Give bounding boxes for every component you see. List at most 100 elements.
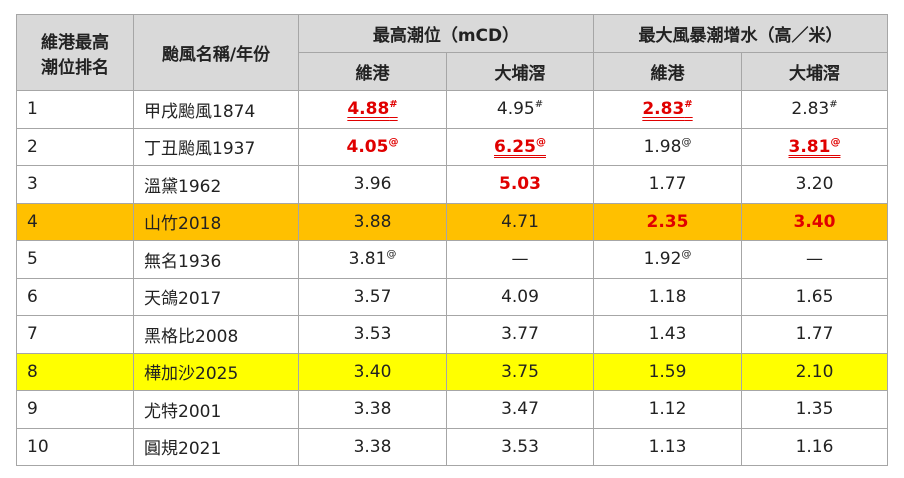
value: 3.75 bbox=[501, 361, 539, 382]
footnote-mark: # bbox=[534, 99, 544, 111]
footnote-mark: @ bbox=[681, 136, 692, 148]
name-cell: 無名1936 bbox=[133, 240, 299, 279]
group-header: 最高潮位（mCD） bbox=[298, 14, 594, 53]
value: 3.81@ bbox=[788, 136, 841, 157]
rank-cell: 6 bbox=[16, 277, 134, 316]
rank-cell: 4 bbox=[16, 202, 134, 241]
name-cell: 丁丑颱風1937 bbox=[133, 127, 299, 166]
value-cell: 1.59 bbox=[593, 352, 742, 391]
sub-header: 大埔滘 bbox=[741, 52, 888, 91]
value: 5.03 bbox=[499, 174, 541, 195]
value-cell: 2.83# bbox=[741, 90, 888, 129]
value: 3.53 bbox=[353, 324, 392, 345]
value: 3.88 bbox=[353, 211, 392, 232]
value: 1.92@ bbox=[643, 249, 692, 270]
table-row: 3 溫黛1962 3.96 5.03 1.77 3.20 bbox=[16, 165, 888, 204]
name-cell: 溫黛1962 bbox=[133, 165, 299, 204]
value-cell: 3.40 bbox=[298, 352, 447, 391]
value-cell: — bbox=[741, 240, 888, 279]
value: 3.77 bbox=[501, 324, 539, 345]
table-row: 1 甲戌颱風1874 4.88# 4.95# 2.83# 2.83# bbox=[16, 90, 888, 129]
value-cell: 4.88# bbox=[298, 90, 447, 129]
value: 1.77 bbox=[795, 324, 834, 345]
value-cell: 3.81@ bbox=[298, 240, 447, 279]
value: 4.95# bbox=[496, 99, 544, 120]
value-cell: 1.13 bbox=[593, 427, 742, 466]
table-row: 9 尤特2001 3.38 3.47 1.12 1.35 bbox=[16, 390, 888, 429]
table-row: 8 樺加沙2025 3.40 3.75 1.59 2.10 bbox=[16, 352, 888, 391]
value: 1.13 bbox=[648, 436, 687, 457]
value: 4.05@ bbox=[346, 136, 399, 157]
value-cell: 3.38 bbox=[298, 427, 447, 466]
value-cell: 4.71 bbox=[446, 202, 594, 241]
header-line: 潮位排名 bbox=[41, 57, 109, 78]
value: 3.40 bbox=[353, 361, 392, 382]
value: 4.88# bbox=[347, 99, 398, 120]
rank-cell: 3 bbox=[16, 165, 134, 204]
value: 1.98@ bbox=[643, 136, 692, 157]
value: 3.38 bbox=[353, 399, 392, 420]
footnote-mark: @ bbox=[681, 249, 692, 261]
footnote-mark: @ bbox=[535, 136, 546, 148]
value-cell: 3.81@ bbox=[741, 127, 888, 166]
value: 3.40 bbox=[793, 211, 836, 232]
value: 3.47 bbox=[501, 399, 539, 420]
value-cell: 3.96 bbox=[298, 165, 447, 204]
name-cell: 甲戌颱風1874 bbox=[133, 90, 299, 129]
value-cell: 3.47 bbox=[446, 390, 594, 429]
value-cell: 3.40 bbox=[741, 202, 888, 241]
value: 3.20 bbox=[795, 174, 834, 195]
value: 1.59 bbox=[648, 361, 687, 382]
rank-cell: 1 bbox=[16, 90, 134, 129]
value-cell: 3.57 bbox=[298, 277, 447, 316]
value-cell: 3.77 bbox=[446, 315, 594, 354]
value: 1.77 bbox=[648, 174, 687, 195]
value: 3.57 bbox=[353, 286, 392, 307]
value-cell: 1.35 bbox=[741, 390, 888, 429]
footnote-mark: # bbox=[829, 99, 838, 111]
value: 3.81@ bbox=[348, 249, 397, 270]
value: — bbox=[511, 249, 529, 270]
value: 2.83# bbox=[791, 99, 838, 120]
value: 2.10 bbox=[795, 361, 834, 382]
value-cell: 3.88 bbox=[298, 202, 447, 241]
value: 1.18 bbox=[648, 286, 687, 307]
value-cell: 3.53 bbox=[446, 427, 594, 466]
value-cell: 1.92@ bbox=[593, 240, 742, 279]
name-cell: 圓規2021 bbox=[133, 427, 299, 466]
value: 4.09 bbox=[501, 286, 539, 307]
value: 1.12 bbox=[648, 399, 687, 420]
value-cell: 4.95# bbox=[446, 90, 594, 129]
value: 2.35 bbox=[646, 211, 689, 232]
rank-cell: 9 bbox=[16, 390, 134, 429]
value: 1.35 bbox=[795, 399, 834, 420]
footnote-mark: @ bbox=[830, 136, 841, 148]
value: 3.53 bbox=[501, 436, 539, 457]
table-row: 10 圓規2021 3.38 3.53 1.13 1.16 bbox=[16, 427, 888, 466]
value-cell: — bbox=[446, 240, 594, 279]
name-cell: 黑格比2008 bbox=[133, 315, 299, 354]
value-cell: 3.53 bbox=[298, 315, 447, 354]
header-line: 維港最高 bbox=[41, 32, 109, 53]
table-row: 7 黑格比2008 3.53 3.77 1.43 1.77 bbox=[16, 315, 888, 354]
value-cell: 2.10 bbox=[741, 352, 888, 391]
value-cell: 1.98@ bbox=[593, 127, 742, 166]
value-cell: 2.83# bbox=[593, 90, 742, 129]
table-row: 4 山竹2018 3.88 4.71 2.35 3.40 bbox=[16, 202, 888, 241]
value-cell: 2.35 bbox=[593, 202, 742, 241]
value-cell: 3.75 bbox=[446, 352, 594, 391]
value: 4.71 bbox=[501, 211, 539, 232]
name-cell: 天鴿2017 bbox=[133, 277, 299, 316]
footnote-mark: @ bbox=[388, 136, 399, 148]
value: 2.83# bbox=[642, 99, 693, 120]
table-row: 6 天鴿2017 3.57 4.09 1.18 1.65 bbox=[16, 277, 888, 316]
sub-header: 維港 bbox=[298, 52, 447, 91]
value-cell: 5.03 bbox=[446, 165, 594, 204]
value-cell: 4.05@ bbox=[298, 127, 447, 166]
sub-header: 大埔滘 bbox=[446, 52, 594, 91]
name-cell: 山竹2018 bbox=[133, 202, 299, 241]
value-cell: 6.25@ bbox=[446, 127, 594, 166]
value-cell: 1.77 bbox=[593, 165, 742, 204]
name-cell: 樺加沙2025 bbox=[133, 352, 299, 391]
typhoon-table: 維港最高 潮位排名 颱風名稱/年份 最高潮位（mCD） 最大風暴潮增水（高／米） … bbox=[16, 14, 888, 466]
